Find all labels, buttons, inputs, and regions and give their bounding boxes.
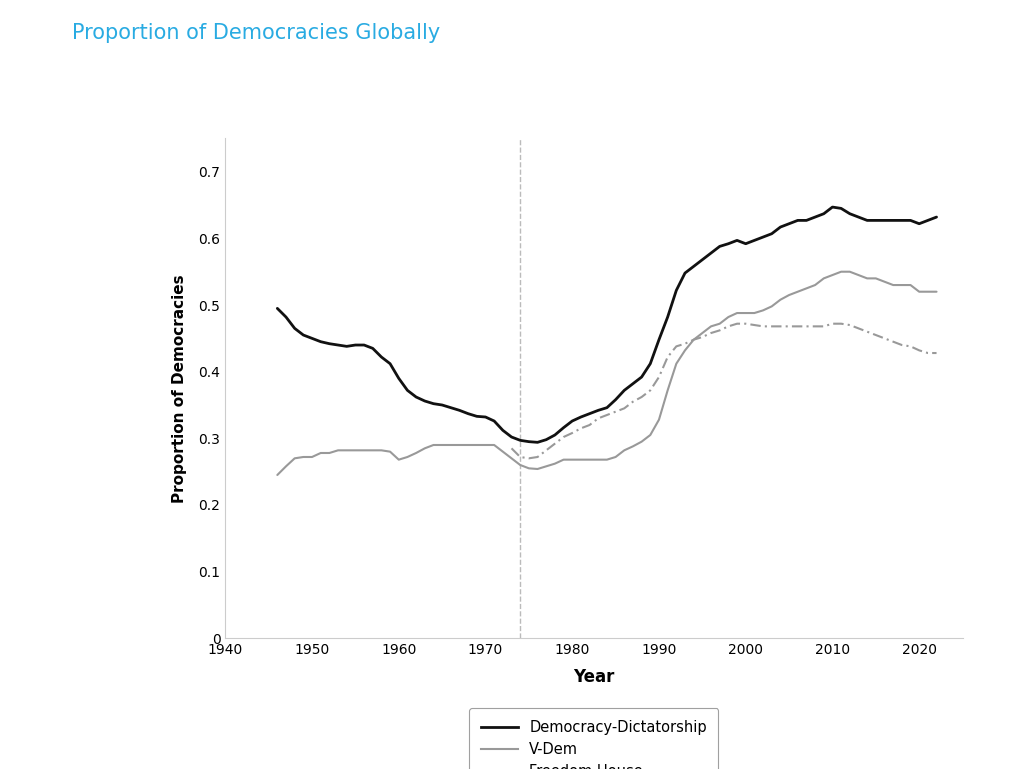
Freedom House bbox=[887, 337, 899, 346]
V-Dem bbox=[540, 461, 552, 471]
Freedom House bbox=[835, 319, 847, 328]
Freedom House bbox=[601, 411, 613, 420]
Line: Democracy-Dictatorship: Democracy-Dictatorship bbox=[278, 207, 937, 442]
Freedom House bbox=[861, 327, 873, 336]
Freedom House bbox=[531, 452, 544, 461]
Line: V-Dem: V-Dem bbox=[278, 271, 937, 475]
Line: Freedom House: Freedom House bbox=[512, 324, 937, 458]
Freedom House bbox=[609, 407, 622, 416]
Freedom House bbox=[879, 334, 891, 343]
V-Dem bbox=[271, 471, 284, 480]
Democracy-Dictatorship bbox=[931, 212, 943, 221]
Freedom House bbox=[774, 321, 786, 331]
V-Dem bbox=[835, 267, 847, 276]
Democracy-Dictatorship bbox=[488, 416, 501, 425]
Freedom House bbox=[653, 372, 666, 381]
Freedom House bbox=[844, 321, 856, 330]
Freedom House bbox=[722, 321, 734, 331]
Democracy-Dictatorship bbox=[401, 386, 414, 395]
Freedom House bbox=[679, 339, 691, 348]
Freedom House bbox=[826, 319, 839, 328]
Democracy-Dictatorship bbox=[271, 304, 284, 313]
V-Dem bbox=[557, 455, 569, 464]
Freedom House bbox=[852, 324, 864, 333]
Democracy-Dictatorship bbox=[644, 359, 656, 368]
V-Dem bbox=[401, 452, 414, 461]
Text: Proportion of Democracies Globally: Proportion of Democracies Globally bbox=[72, 23, 440, 43]
Freedom House bbox=[618, 404, 631, 413]
Freedom House bbox=[904, 341, 916, 351]
Democracy-Dictatorship bbox=[826, 202, 839, 211]
Democracy-Dictatorship bbox=[531, 438, 544, 447]
Freedom House bbox=[574, 424, 587, 433]
Freedom House bbox=[714, 326, 726, 335]
V-Dem bbox=[931, 287, 943, 296]
Freedom House bbox=[566, 428, 579, 438]
Freedom House bbox=[506, 444, 518, 453]
Freedom House bbox=[627, 397, 639, 406]
Freedom House bbox=[696, 332, 709, 341]
Freedom House bbox=[757, 321, 769, 331]
Freedom House bbox=[931, 348, 943, 358]
Freedom House bbox=[644, 386, 656, 395]
X-axis label: Year: Year bbox=[573, 668, 614, 686]
Freedom House bbox=[522, 454, 535, 463]
Freedom House bbox=[731, 319, 743, 328]
Freedom House bbox=[896, 341, 908, 350]
Freedom House bbox=[749, 321, 761, 330]
Y-axis label: Proportion of Democracies: Proportion of Democracies bbox=[172, 274, 187, 503]
Freedom House bbox=[922, 348, 934, 358]
Freedom House bbox=[705, 328, 717, 338]
Democracy-Dictatorship bbox=[566, 416, 579, 425]
Freedom House bbox=[913, 346, 926, 355]
Freedom House bbox=[783, 321, 796, 331]
Freedom House bbox=[801, 321, 813, 331]
Freedom House bbox=[584, 421, 596, 430]
Democracy-Dictatorship bbox=[497, 426, 509, 435]
Freedom House bbox=[687, 335, 699, 345]
Freedom House bbox=[817, 321, 829, 331]
Freedom House bbox=[557, 432, 569, 441]
Freedom House bbox=[739, 319, 752, 328]
Legend: Democracy-Dictatorship, V-Dem, Freedom House: Democracy-Dictatorship, V-Dem, Freedom H… bbox=[469, 708, 719, 769]
Freedom House bbox=[869, 331, 882, 340]
Freedom House bbox=[540, 446, 552, 455]
Freedom House bbox=[792, 321, 804, 331]
Freedom House bbox=[514, 452, 526, 461]
V-Dem bbox=[636, 437, 648, 446]
V-Dem bbox=[488, 441, 501, 450]
Freedom House bbox=[549, 439, 561, 448]
Freedom House bbox=[766, 321, 778, 331]
Freedom House bbox=[670, 341, 682, 351]
Freedom House bbox=[809, 321, 821, 331]
Freedom House bbox=[636, 392, 648, 401]
Freedom House bbox=[662, 352, 674, 361]
Freedom House bbox=[592, 414, 604, 423]
V-Dem bbox=[497, 447, 509, 456]
Democracy-Dictatorship bbox=[549, 431, 561, 440]
